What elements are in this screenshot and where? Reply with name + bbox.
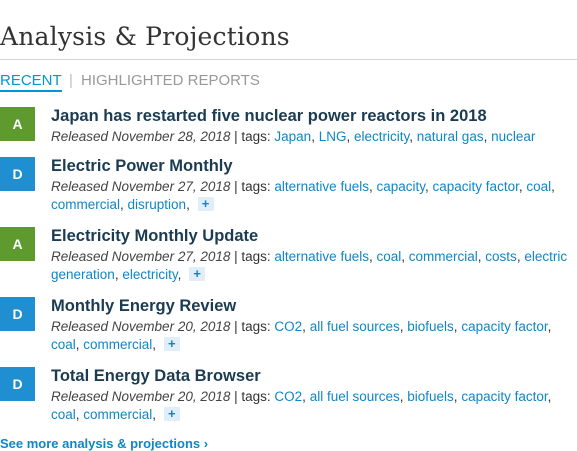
report-type-badge: A xyxy=(0,227,35,261)
release-date: Released November 20, 2018 xyxy=(51,389,231,404)
report-meta: Released November 27, 2018 | tags: alter… xyxy=(51,179,555,212)
tab-separator: | xyxy=(69,72,73,89)
release-date: Released November 27, 2018 xyxy=(51,179,231,194)
tag-link[interactable]: commercial xyxy=(83,406,153,422)
tag-link[interactable]: nuclear xyxy=(491,129,536,144)
title-divider xyxy=(0,59,577,60)
expand-tags-button[interactable]: + xyxy=(163,336,180,351)
report-meta: Released November 28, 2018 | tags: Japan… xyxy=(51,129,536,144)
tag-link[interactable]: commercial xyxy=(51,196,121,212)
tag-link[interactable]: all fuel sources xyxy=(309,389,400,404)
tag-link[interactable]: coal xyxy=(526,179,552,194)
tag-link[interactable]: costs xyxy=(485,249,517,264)
tag-link[interactable]: CO2 xyxy=(274,389,303,404)
section-title: Analysis & Projections xyxy=(0,22,290,51)
report-meta: Released November 27, 2018 | tags: alter… xyxy=(51,249,568,282)
tag-link[interactable]: capacity factor xyxy=(432,179,519,194)
report-type-badge: A xyxy=(0,107,35,141)
tag-link[interactable]: CO2 xyxy=(274,319,303,334)
tag-link[interactable]: biofuels xyxy=(407,389,454,404)
tag-link[interactable]: all fuel sources xyxy=(309,319,400,334)
tags-label: | tags: xyxy=(230,129,275,144)
tag-link[interactable]: capacity factor xyxy=(461,319,548,334)
tag-link[interactable]: biofuels xyxy=(407,319,454,334)
expand-tags-button[interactable]: + xyxy=(197,196,214,211)
tag-link[interactable]: natural gas xyxy=(416,129,484,144)
tag-link[interactable]: electric generation xyxy=(51,249,568,282)
tag-link[interactable]: LNG xyxy=(318,129,347,144)
tags-label: | tags: xyxy=(230,179,275,194)
report-type-badge: D xyxy=(0,297,35,331)
tag-link[interactable]: capacity xyxy=(376,179,426,194)
release-date: Released November 28, 2018 xyxy=(51,129,231,144)
report-meta: Released November 20, 2018 | tags: CO2, … xyxy=(51,389,552,422)
report-meta: Released November 20, 2018 | tags: CO2, … xyxy=(51,319,552,352)
expand-tags-button[interactable]: + xyxy=(189,266,206,281)
tag-link[interactable]: alternative fuels xyxy=(274,249,369,264)
tag-link[interactable]: coal xyxy=(51,336,76,352)
see-more-link[interactable]: See more analysis & projections › xyxy=(0,436,209,451)
report-type-badge: D xyxy=(0,367,35,401)
report-title-link[interactable]: Japan has restarted five nuclear power r… xyxy=(51,107,487,125)
report-title-link[interactable]: Monthly Energy Review xyxy=(51,297,237,315)
tag-link[interactable]: alternative fuels xyxy=(274,179,369,194)
tag-link[interactable]: commercial xyxy=(408,249,478,264)
tags-label: | tags: xyxy=(230,389,275,404)
tags-label: | tags: xyxy=(230,319,275,334)
tag-link[interactable]: commercial xyxy=(83,336,153,352)
tag-link[interactable]: electricity xyxy=(354,129,410,144)
release-date: Released November 27, 2018 xyxy=(51,249,231,264)
expand-tags-button[interactable]: + xyxy=(163,406,180,421)
tag-link[interactable]: capacity factor xyxy=(461,389,548,404)
tag-link[interactable]: Japan xyxy=(274,129,312,144)
report-title-link[interactable]: Electric Power Monthly xyxy=(51,157,233,175)
tag-link[interactable]: disruption xyxy=(127,196,187,212)
tags-label: | tags: xyxy=(230,249,275,264)
tag-link[interactable]: coal xyxy=(376,249,402,264)
tab-recent[interactable]: RECENT xyxy=(0,72,62,92)
tag-link[interactable]: electricity xyxy=(122,266,178,282)
tab-highlighted-reports[interactable]: HIGHLIGHTED REPORTS xyxy=(81,72,260,89)
tag-link[interactable]: coal xyxy=(51,406,76,422)
report-type-badge: D xyxy=(0,157,35,191)
report-title-link[interactable]: Total Energy Data Browser xyxy=(51,367,261,385)
report-title-link[interactable]: Electricity Monthly Update xyxy=(51,227,259,245)
release-date: Released November 20, 2018 xyxy=(51,319,231,334)
